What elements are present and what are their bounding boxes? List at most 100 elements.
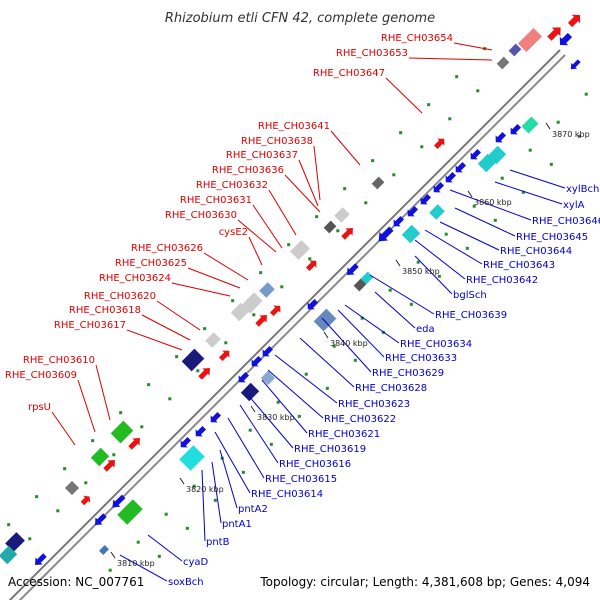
leader-line xyxy=(414,239,466,280)
tick-dot xyxy=(577,134,581,138)
reverse-gene-block xyxy=(99,545,109,555)
gene-label-rhe-ch03647: RHE_CH03647 xyxy=(313,68,385,79)
tick-dot xyxy=(315,215,319,219)
label-leader-lines xyxy=(51,42,566,582)
leader-line xyxy=(237,219,277,253)
gene-label-rhe-ch03637: RHE_CH03637 xyxy=(226,150,298,161)
gene-label-eda: eda xyxy=(416,324,435,335)
gene-label-rhe-ch03623: RHE_CH03623 xyxy=(338,399,410,410)
tick-dot xyxy=(528,148,532,152)
tick-dot xyxy=(308,257,312,261)
reverse-gene-block xyxy=(179,445,205,471)
forward-gene-block xyxy=(230,302,250,322)
scale-label: 3810 kbp xyxy=(117,559,155,568)
scale-tick xyxy=(545,122,551,130)
tick-dot xyxy=(399,131,403,135)
gene-features xyxy=(0,14,581,565)
leader-line xyxy=(330,130,361,166)
leader-line xyxy=(201,469,206,542)
reverse-gene-arrow xyxy=(210,411,222,423)
tick-dot xyxy=(493,218,497,222)
reverse-gene-block xyxy=(477,153,497,173)
forward-gene-arrow xyxy=(103,460,115,472)
forward-gene-block xyxy=(290,240,310,260)
tick-dot xyxy=(119,411,123,415)
scale-tick xyxy=(395,259,401,267)
reverse-gene-arrow xyxy=(510,123,522,135)
scale-tick xyxy=(467,190,473,198)
gene-label-rhe-ch03624: RHE_CH03624 xyxy=(99,273,171,284)
forward-gene-arrow xyxy=(567,14,581,28)
gene-label-rhe-ch03618: RHE_CH03618 xyxy=(69,305,141,316)
gene-label-rpsu: rpsU xyxy=(28,402,51,413)
tick-dot xyxy=(549,162,553,166)
leader-line xyxy=(261,379,308,434)
tick-dot xyxy=(28,537,32,541)
reverse-gene-arrow xyxy=(420,193,432,205)
tick-dot xyxy=(35,495,39,499)
leader-line xyxy=(321,317,372,373)
tick-dot xyxy=(196,369,200,373)
gene-label-rhe-ch03646: RHE_CH03646 xyxy=(532,216,600,227)
gene-label-rhe-ch03619: RHE_CH03619 xyxy=(294,444,366,455)
reverse-gene-arrow xyxy=(307,298,319,310)
gene-label-rhe-ch03644: RHE_CH03644 xyxy=(500,246,572,257)
gene-label-pnta1: pntA1 xyxy=(222,519,252,530)
reverse-gene-arrow xyxy=(495,131,507,143)
scale-tick xyxy=(323,331,329,339)
gene-label-rhe-ch03629: RHE_CH03629 xyxy=(372,368,444,379)
tick-dot xyxy=(185,526,189,530)
scale-label: 3840 kbp xyxy=(330,339,368,348)
leader-line xyxy=(119,554,168,582)
leader-line xyxy=(171,282,231,297)
forward-gene-arrow xyxy=(218,350,230,362)
tick-dot xyxy=(371,159,375,163)
leader-line xyxy=(147,534,183,562)
forward-gene-arrow xyxy=(547,27,561,41)
forward-gene-arrow xyxy=(433,138,445,150)
gene-label-rhe-ch03610: RHE_CH03610 xyxy=(23,355,95,366)
gene-label-rhe-ch03642: RHE_CH03642 xyxy=(466,275,538,286)
gene-label-pntb: pntB xyxy=(206,537,230,548)
tick-dot xyxy=(269,442,273,446)
reverse-gene-block xyxy=(521,116,539,134)
scale-label: 3860 kbp xyxy=(474,198,512,207)
tick-dot xyxy=(164,512,168,516)
tick-dot xyxy=(332,344,336,348)
reverse-gene-arrow xyxy=(393,215,405,227)
leader-line xyxy=(509,169,566,189)
tick-dot xyxy=(175,355,179,359)
leader-line xyxy=(298,159,319,207)
reverse-gene-arrow xyxy=(35,553,47,565)
scale-label: 3850 kbp xyxy=(402,267,440,276)
leader-line xyxy=(449,189,532,221)
forward-gene-arrow xyxy=(341,228,353,240)
tick-dot xyxy=(108,568,112,572)
tick-dots xyxy=(7,33,588,572)
reverse-gene-arrow xyxy=(433,181,445,193)
forward-gene-block xyxy=(241,292,263,314)
tick-dot xyxy=(392,173,396,177)
gene-label-rhe-ch03645: RHE_CH03645 xyxy=(516,232,588,243)
tick-dot xyxy=(241,470,245,474)
reverse-gene-block xyxy=(260,370,276,386)
leader-line xyxy=(374,291,416,329)
genome-title: Rhizobium etli CFN 42, complete genome xyxy=(165,11,435,26)
reverse-gene-arrow xyxy=(455,161,467,173)
leader-line xyxy=(211,461,222,524)
tick-dot xyxy=(336,229,340,233)
leader-line xyxy=(156,300,201,331)
tick-dot xyxy=(427,103,431,107)
tick-dot xyxy=(7,523,11,527)
forward-gene-arrow xyxy=(198,368,210,380)
tick-dot xyxy=(521,190,525,194)
leader-line xyxy=(252,204,283,249)
tick-dot xyxy=(343,187,347,191)
leader-line xyxy=(267,369,324,419)
tick-dot xyxy=(325,386,329,390)
forward-gene-arrow xyxy=(305,260,317,272)
tick-dot xyxy=(63,467,67,471)
tick-dot xyxy=(84,481,88,485)
tick-dot xyxy=(259,271,263,275)
tick-dot xyxy=(140,425,144,429)
